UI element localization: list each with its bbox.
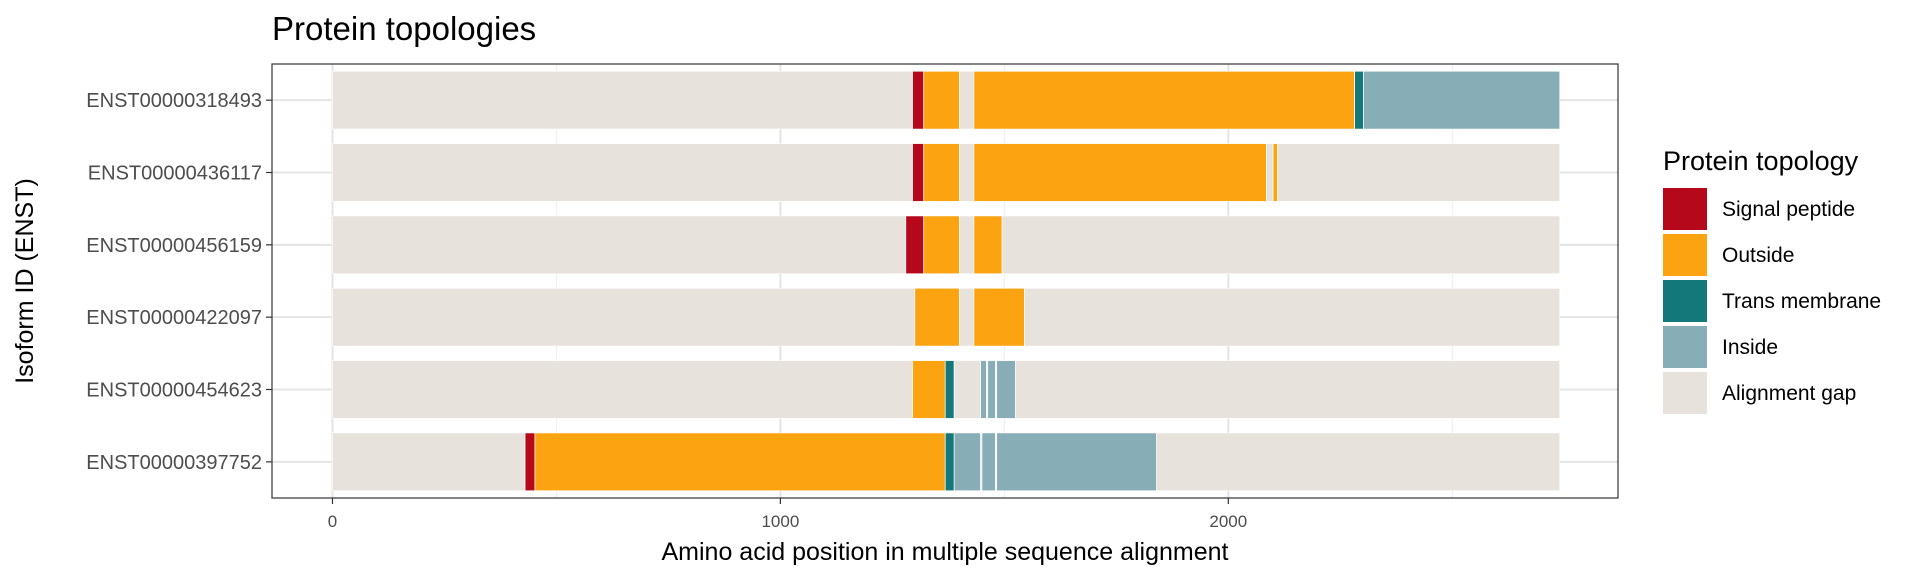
bar-segment: [987, 360, 996, 419]
legend-items: Signal peptide Outside Trans membrane Insid…: [1663, 188, 1881, 414]
bar-segment: [923, 143, 960, 202]
y-axis-label: Isoform ID (ENST): [11, 178, 39, 384]
bar-segment: [959, 287, 975, 347]
bar-segment: [959, 215, 975, 275]
y-tick-label: ENST00000454623: [86, 380, 262, 402]
bar-segment: [944, 360, 955, 419]
bar-segment: [953, 360, 981, 419]
legend: Protein topology Signal peptide Outside Tr…: [1663, 146, 1881, 414]
bar-segment: [996, 432, 1157, 492]
bar-segment: [1266, 143, 1274, 202]
bar-segment: [1001, 215, 1561, 275]
y-tick-label: ENST00000318493: [86, 90, 262, 112]
legend-swatch: [1663, 372, 1707, 414]
legend-label: Signal peptide: [1722, 198, 1855, 221]
x-tick-label: 2000: [1209, 512, 1247, 531]
bar-segment: [1277, 143, 1561, 202]
bar-segment: [1015, 360, 1561, 419]
legend-item: Signal peptide: [1663, 188, 1855, 230]
legend-label: Trans membrane: [1722, 290, 1881, 313]
legend-label: Outside: [1722, 244, 1794, 267]
bar-segment: [534, 432, 946, 492]
bar-segment: [973, 143, 1267, 202]
bar-segment: [1272, 143, 1278, 202]
bar-segment: [980, 360, 987, 419]
bar-segment: [923, 70, 960, 130]
legend-swatch: [1663, 234, 1707, 276]
legend-item: Trans membrane: [1663, 280, 1881, 322]
bar-segment: [332, 215, 907, 275]
panel-border: [271, 63, 1619, 499]
x-tick-label: 1000: [761, 512, 799, 531]
legend-swatch: [1663, 188, 1707, 230]
legend-swatch: [1663, 280, 1707, 322]
chart-title: Protein topologies: [272, 10, 536, 47]
bar-segment: [996, 360, 1016, 419]
bar-segment: [332, 143, 913, 202]
bar-segment: [332, 432, 526, 492]
bar-row: [332, 215, 1561, 275]
bar-segment: [912, 143, 925, 202]
y-tick-label: ENST00000436117: [88, 163, 262, 185]
bar-segment: [1024, 287, 1561, 347]
bar-row: [332, 360, 1561, 419]
bar-segment: [914, 287, 960, 347]
bar-segment: [912, 70, 925, 130]
bar-segment: [973, 70, 1355, 130]
legend-swatch: [1663, 326, 1707, 368]
x-tick-label: 0: [328, 512, 337, 531]
y-tick-label: ENST00000422097: [86, 307, 262, 329]
bar-segment: [959, 143, 975, 202]
bar-segment: [912, 360, 946, 419]
bar-row: [332, 70, 1561, 130]
x-axis-ticks: 0 1000 2000: [328, 498, 1247, 531]
legend-label: Inside: [1722, 336, 1778, 359]
panel-background: [272, 64, 1618, 498]
bar-segment: [973, 287, 1025, 347]
legend-item: Outside: [1663, 234, 1794, 276]
y-tick-label: ENST00000397752: [86, 452, 262, 474]
bar-segment: [973, 215, 1003, 275]
bar-segment: [953, 432, 981, 492]
bar-segment: [332, 287, 916, 347]
bar-segment: [1363, 70, 1561, 130]
y-axis-ticks: ENST00000318493 ENST00000436117 ENST000004…: [86, 90, 272, 474]
bar-segment: [1156, 432, 1561, 492]
bar-segment: [959, 70, 975, 130]
bar-segment: [332, 360, 913, 419]
legend-item: Alignment gap: [1663, 372, 1856, 414]
bar-segment: [1354, 70, 1364, 130]
bar-segment: [905, 215, 925, 275]
legend-title: Protein topology: [1663, 146, 1859, 176]
bar-segment: [524, 432, 536, 492]
bar-row: [332, 143, 1561, 202]
legend-item: Inside: [1663, 326, 1778, 368]
y-tick-label: ENST00000456159: [86, 235, 262, 257]
bars-layer: [332, 70, 1561, 492]
bar-row: [332, 432, 1561, 492]
bar-row: [332, 287, 1561, 347]
bar-segment: [923, 215, 960, 275]
bar-segment: [981, 432, 996, 492]
bar-segment: [332, 70, 913, 130]
legend-label: Alignment gap: [1722, 382, 1856, 405]
x-axis-label: Amino acid position in multiple sequence…: [662, 538, 1229, 566]
bar-segment: [944, 432, 955, 492]
